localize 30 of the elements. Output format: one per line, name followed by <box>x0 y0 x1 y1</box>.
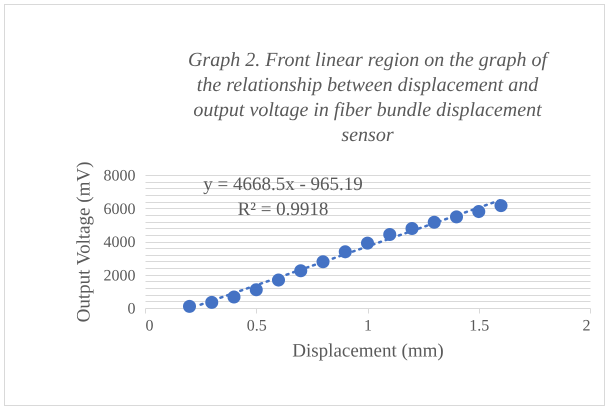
y-tick-label: 2000 <box>104 267 136 284</box>
annotation: R² = 0.9918 <box>238 199 328 220</box>
y-axis-title: Output Voltage (mV) <box>74 162 94 322</box>
chart-title: Graph 2. Front linear region on the graph of the relationship between displacement and output voltage in fiber bundle displacement sensor <box>188 48 550 146</box>
point <box>428 216 441 229</box>
point <box>494 199 508 212</box>
x-tick-label: 1 <box>364 318 372 334</box>
x-tick-label: 0 <box>146 318 154 334</box>
point <box>360 236 374 250</box>
annotation: y = 4668.5x - 965.19 <box>203 174 363 195</box>
point <box>405 222 419 236</box>
point <box>272 274 286 287</box>
x-axis-title: Displacement (mm) <box>292 340 444 362</box>
point <box>338 245 352 258</box>
point <box>250 283 263 296</box>
x-tick-label: 1.5 <box>469 318 490 334</box>
y-tick-label: 8000 <box>104 168 136 184</box>
point <box>182 300 196 313</box>
point <box>227 290 241 304</box>
point <box>316 255 330 268</box>
y-tick-label: 6000 <box>104 200 136 218</box>
point <box>294 264 308 278</box>
y-tick-label: 4000 <box>104 234 136 251</box>
point <box>450 210 464 224</box>
point <box>383 228 396 242</box>
y-tick-label: 0 <box>128 300 136 318</box>
point <box>205 296 218 309</box>
x-tick-label: 2 <box>582 318 590 334</box>
x-tick-label: 0.5 <box>246 318 267 334</box>
point <box>472 205 486 218</box>
